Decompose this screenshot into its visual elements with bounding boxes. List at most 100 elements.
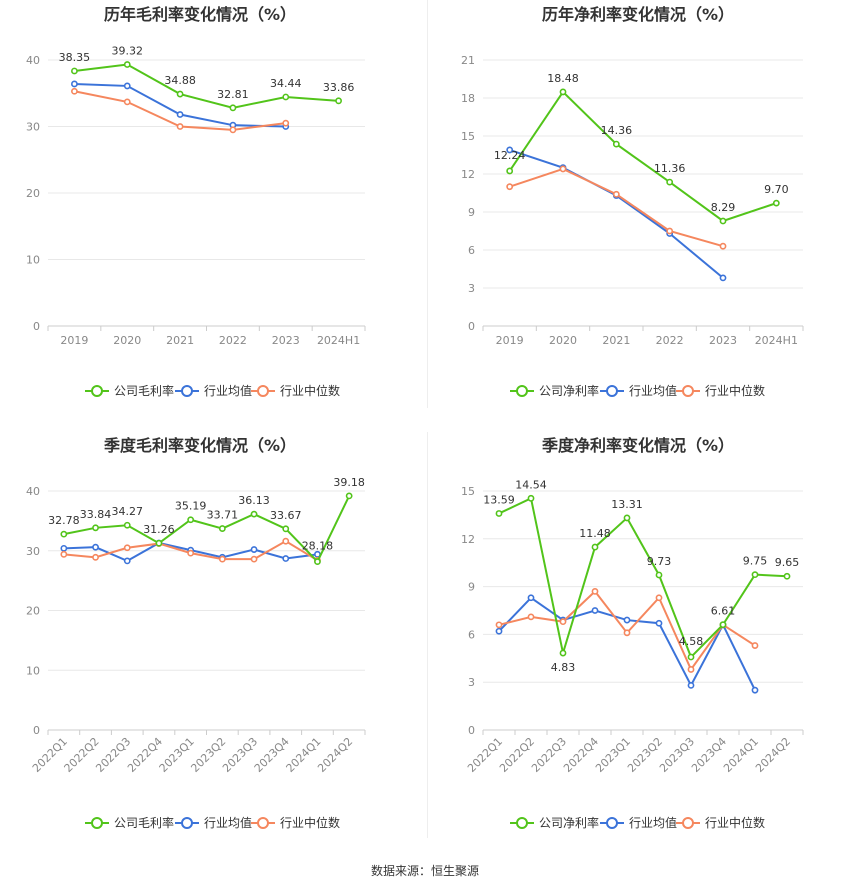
x-tick-label: 2024Q2	[753, 735, 793, 775]
data-label: 11.48	[579, 527, 611, 540]
data-label: 34.27	[112, 505, 144, 518]
data-point-avg	[623, 616, 631, 624]
y-tick-label: 12	[461, 168, 475, 181]
data-point-median	[282, 119, 290, 127]
y-tick-label: 0	[468, 320, 475, 333]
data-label: 38.35	[59, 51, 91, 64]
data-point-median	[559, 618, 567, 626]
data-label: 11.36	[654, 162, 686, 175]
data-point-company	[687, 653, 695, 661]
data-point-company	[123, 521, 131, 529]
data-point-avg	[71, 80, 78, 88]
chart-title: 季度净利率变化情况（%）	[541, 436, 734, 455]
legend-item-avg: 行业均值	[600, 383, 677, 398]
y-tick-label: 0	[468, 724, 475, 737]
x-tick-label: 2020	[549, 334, 577, 347]
x-tick-label: 2021	[166, 334, 194, 347]
legend-marker	[181, 385, 193, 397]
data-point-avg	[719, 274, 727, 282]
data-point-median	[495, 621, 503, 629]
y-tick-label: 3	[468, 282, 475, 295]
legend-marker	[516, 385, 528, 397]
legend-item-avg: 行业均值	[600, 815, 677, 830]
legend-label: 行业均值	[629, 815, 677, 830]
data-label: 18.48	[547, 72, 579, 85]
data-point-company	[335, 97, 342, 105]
data-point-median	[666, 227, 674, 235]
data-point-median	[187, 549, 195, 557]
data-label: 35.19	[175, 500, 207, 513]
x-tick-label: 2020	[113, 334, 141, 347]
data-point-company	[751, 571, 759, 579]
data-label: 4.58	[679, 635, 704, 648]
legend-label: 行业中位数	[705, 383, 765, 398]
chart-title: 季度毛利率变化情况（%）	[103, 436, 296, 455]
data-point-avg	[282, 555, 290, 562]
x-tick-label: 2022	[656, 334, 684, 347]
y-tick-label: 3	[468, 676, 475, 689]
data-point-company	[229, 104, 237, 112]
data-label: 9.65	[775, 556, 800, 569]
y-tick-label: 6	[468, 628, 475, 641]
legend-marker	[91, 385, 103, 397]
legend-label: 公司毛利率	[114, 383, 174, 398]
data-point-median	[687, 666, 695, 673]
data-label: 14.54	[515, 478, 547, 491]
y-tick-label: 10	[26, 664, 40, 677]
data-point-company	[772, 199, 780, 207]
data-label: 34.44	[270, 77, 302, 90]
legend-item-company: 公司毛利率	[85, 815, 174, 830]
y-tick-label: 15	[461, 130, 475, 143]
data-label: 39.32	[112, 45, 144, 58]
data-label: 9.70	[764, 183, 789, 196]
data-point-company	[123, 61, 131, 68]
y-tick-label: 0	[33, 320, 40, 333]
y-tick-label: 10	[26, 254, 40, 267]
chart-quarterly-net-margin: 季度净利率变化情况（%）036912152022Q12022Q22022Q320…	[461, 436, 804, 830]
legend-label: 公司净利率	[539, 815, 599, 830]
data-point-median	[123, 544, 131, 552]
data-point-company	[559, 88, 567, 96]
legend-item-median: 行业中位数	[251, 815, 340, 830]
data-point-avg	[687, 681, 695, 689]
data-point-company	[60, 530, 68, 538]
x-tick-label: 2023	[272, 334, 300, 347]
data-point-company	[623, 514, 631, 522]
legend-marker	[257, 817, 269, 829]
legend-marker	[606, 385, 618, 397]
data-point-median	[527, 613, 535, 621]
legend-marker	[682, 817, 694, 829]
data-label: 9.73	[647, 555, 672, 568]
legend-item-median: 行业中位数	[676, 815, 765, 830]
y-tick-label: 40	[26, 485, 40, 498]
y-tick-label: 30	[26, 121, 40, 134]
data-label: 33.71	[207, 509, 239, 522]
data-point-avg	[506, 146, 514, 154]
data-point-company	[495, 510, 503, 517]
data-point-company	[218, 525, 226, 532]
data-point-median	[612, 190, 620, 198]
y-tick-label: 30	[26, 545, 40, 558]
data-point-median	[123, 98, 131, 106]
chart-title: 历年净利率变化情况（%）	[542, 5, 734, 24]
series-line-avg	[509, 148, 724, 279]
data-point-company	[345, 492, 353, 500]
data-point-median	[719, 242, 727, 250]
data-label: 28.18	[302, 540, 334, 553]
legend-item-median: 行业中位数	[676, 383, 765, 398]
y-tick-label: 15	[461, 485, 475, 498]
data-point-company	[71, 67, 78, 75]
data-point-avg	[655, 619, 663, 627]
data-label: 36.13	[238, 494, 270, 507]
y-tick-label: 40	[26, 54, 40, 67]
x-tick-label: 2023	[709, 334, 737, 347]
data-point-median	[71, 87, 78, 95]
legend-item-company: 公司净利率	[510, 815, 599, 830]
data-point-median	[559, 165, 567, 173]
data-label: 39.18	[333, 476, 365, 489]
data-point-median	[751, 642, 759, 649]
data-label: 32.81	[217, 88, 249, 101]
x-tick-label: 2024H1	[755, 334, 798, 347]
data-point-median	[229, 126, 237, 134]
series-line-company	[63, 495, 351, 564]
